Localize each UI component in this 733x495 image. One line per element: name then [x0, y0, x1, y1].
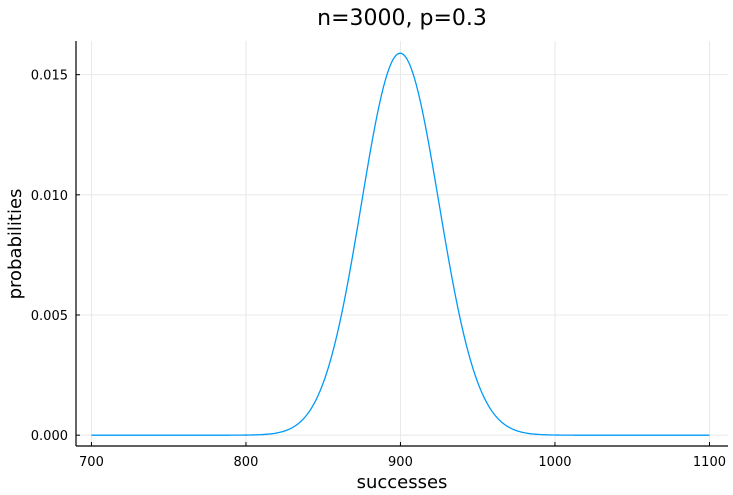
y-tick-label-0.000: 0.000 — [31, 429, 68, 444]
y-tick-label-0.015: 0.015 — [31, 69, 68, 84]
x-tick-label-1000: 1000 — [538, 455, 571, 470]
y-axis-label: probabilities — [5, 189, 26, 300]
series — [91, 52, 710, 436]
ticks: 700 800 900 1000 1100 0.000 0.005 0.010 0.015 — [31, 69, 726, 470]
x-tick-label-1100: 1100 — [693, 455, 726, 470]
series-line-0 — [91, 52, 710, 436]
grid — [76, 41, 728, 446]
x-axis-label: successes — [357, 472, 448, 493]
x-tick-label-900: 900 — [388, 455, 413, 470]
x-tick-label-800: 800 — [234, 455, 259, 470]
x-tick-label-700: 700 — [79, 455, 104, 470]
y-tick-label-0.010: 0.010 — [31, 189, 68, 204]
axes — [75, 41, 728, 447]
y-tick-label-0.005: 0.005 — [31, 309, 68, 324]
chart-title: n=3000, p=0.3 — [317, 6, 487, 31]
